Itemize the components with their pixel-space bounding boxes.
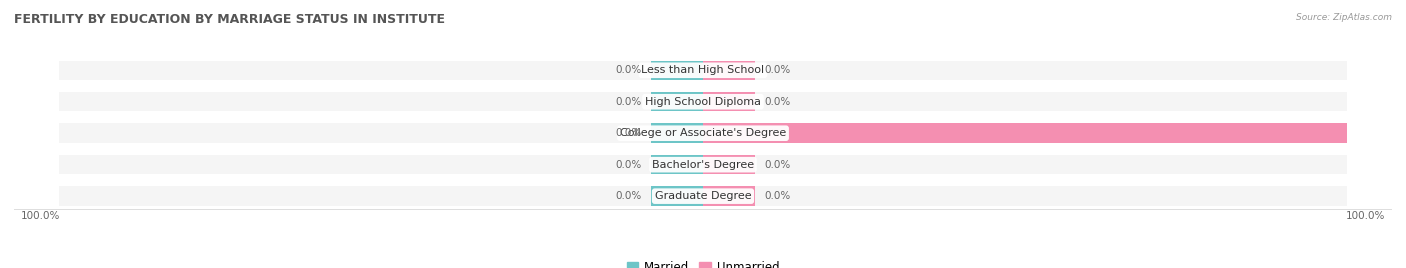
Bar xyxy=(703,155,755,174)
Text: High School Diploma: High School Diploma xyxy=(645,97,761,107)
Bar xyxy=(651,61,703,80)
Bar xyxy=(703,187,755,206)
Bar xyxy=(59,155,1347,174)
Bar xyxy=(651,155,703,174)
Bar xyxy=(651,61,703,80)
Text: Graduate Degree: Graduate Degree xyxy=(655,191,751,201)
Bar xyxy=(651,187,703,206)
Bar xyxy=(703,155,755,174)
Text: Less than High School: Less than High School xyxy=(641,65,765,75)
Text: 100.0%: 100.0% xyxy=(1346,211,1385,221)
Text: 0.0%: 0.0% xyxy=(765,160,790,170)
Text: 100.0%: 100.0% xyxy=(1354,128,1396,138)
Bar xyxy=(651,124,703,143)
Bar xyxy=(703,61,755,80)
Text: 0.0%: 0.0% xyxy=(616,128,641,138)
Text: 0.0%: 0.0% xyxy=(616,65,641,75)
Bar xyxy=(59,124,1347,143)
Bar xyxy=(59,61,1347,80)
Text: Source: ZipAtlas.com: Source: ZipAtlas.com xyxy=(1296,13,1392,23)
Bar xyxy=(651,155,703,174)
Bar xyxy=(703,92,755,111)
Bar xyxy=(703,92,755,111)
Text: 0.0%: 0.0% xyxy=(765,65,790,75)
Legend: Married, Unmarried: Married, Unmarried xyxy=(621,256,785,268)
Bar xyxy=(651,124,703,143)
Text: 0.0%: 0.0% xyxy=(616,191,641,201)
Bar xyxy=(703,61,755,80)
Bar xyxy=(59,187,1347,206)
Bar xyxy=(703,187,755,206)
Text: 100.0%: 100.0% xyxy=(21,211,60,221)
Bar xyxy=(651,92,703,111)
Text: 0.0%: 0.0% xyxy=(765,191,790,201)
Bar xyxy=(703,124,1347,143)
Text: 0.0%: 0.0% xyxy=(616,97,641,107)
Text: 0.0%: 0.0% xyxy=(616,160,641,170)
Text: Bachelor's Degree: Bachelor's Degree xyxy=(652,160,754,170)
Text: 0.0%: 0.0% xyxy=(765,97,790,107)
Bar xyxy=(703,124,1347,143)
Text: FERTILITY BY EDUCATION BY MARRIAGE STATUS IN INSTITUTE: FERTILITY BY EDUCATION BY MARRIAGE STATU… xyxy=(14,13,446,27)
Bar xyxy=(59,92,1347,111)
Text: College or Associate's Degree: College or Associate's Degree xyxy=(620,128,786,138)
Bar xyxy=(651,187,703,206)
Bar xyxy=(651,92,703,111)
